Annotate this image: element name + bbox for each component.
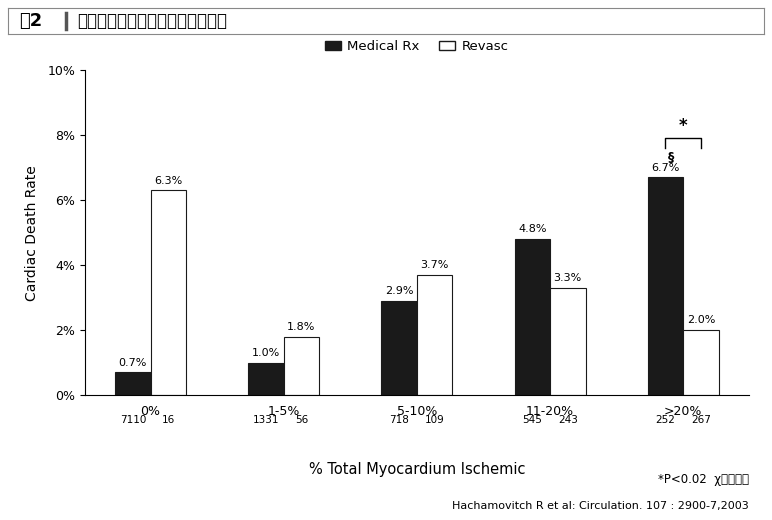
Text: 267: 267	[691, 415, 711, 425]
Text: 718: 718	[389, 415, 409, 425]
Text: 6.7%: 6.7%	[652, 163, 679, 173]
Bar	[115, 372, 151, 395]
Text: 1.0%: 1.0%	[252, 348, 280, 358]
Bar	[514, 239, 550, 395]
Text: 252: 252	[655, 415, 676, 425]
Bar	[381, 301, 417, 395]
Text: *: *	[679, 117, 688, 135]
Text: 7110: 7110	[120, 415, 146, 425]
Text: 3.3%: 3.3%	[554, 273, 582, 283]
Text: 16: 16	[161, 415, 175, 425]
Text: 1331: 1331	[252, 415, 279, 425]
Text: 56: 56	[295, 415, 308, 425]
Text: *P<0.02  χ二乗検定: *P<0.02 χ二乗検定	[658, 473, 749, 486]
Bar	[417, 275, 452, 395]
Text: 2.0%: 2.0%	[687, 315, 715, 326]
Text: 109: 109	[425, 415, 445, 425]
Text: 545: 545	[523, 415, 542, 425]
Bar	[683, 330, 719, 395]
Text: 4.8%: 4.8%	[518, 224, 547, 235]
Bar	[151, 190, 186, 395]
Bar	[249, 363, 284, 395]
Text: 虚血心筋量と治療法と予後の関係: 虚血心筋量と治療法と予後の関係	[77, 12, 227, 30]
Text: 0.7%: 0.7%	[119, 358, 147, 368]
Bar	[284, 337, 320, 395]
Legend: Medical Rx, Revasc: Medical Rx, Revasc	[320, 34, 514, 58]
Text: §: §	[668, 151, 674, 164]
Y-axis label: Cardiac Death Rate: Cardiac Death Rate	[25, 165, 39, 301]
Bar	[550, 288, 585, 395]
Text: 図2: 図2	[19, 12, 42, 30]
Text: 1.8%: 1.8%	[287, 322, 316, 332]
X-axis label: % Total Myocardium Ischemic: % Total Myocardium Ischemic	[309, 462, 525, 477]
Bar	[648, 177, 683, 395]
Text: 6.3%: 6.3%	[154, 176, 182, 186]
Text: 243: 243	[558, 415, 577, 425]
Text: Hachamovitch R et al: Circulation. 107 : 2900-7,2003: Hachamovitch R et al: Circulation. 107 :…	[452, 501, 749, 511]
Text: 3.7%: 3.7%	[421, 260, 449, 270]
Text: 2.9%: 2.9%	[385, 286, 413, 296]
